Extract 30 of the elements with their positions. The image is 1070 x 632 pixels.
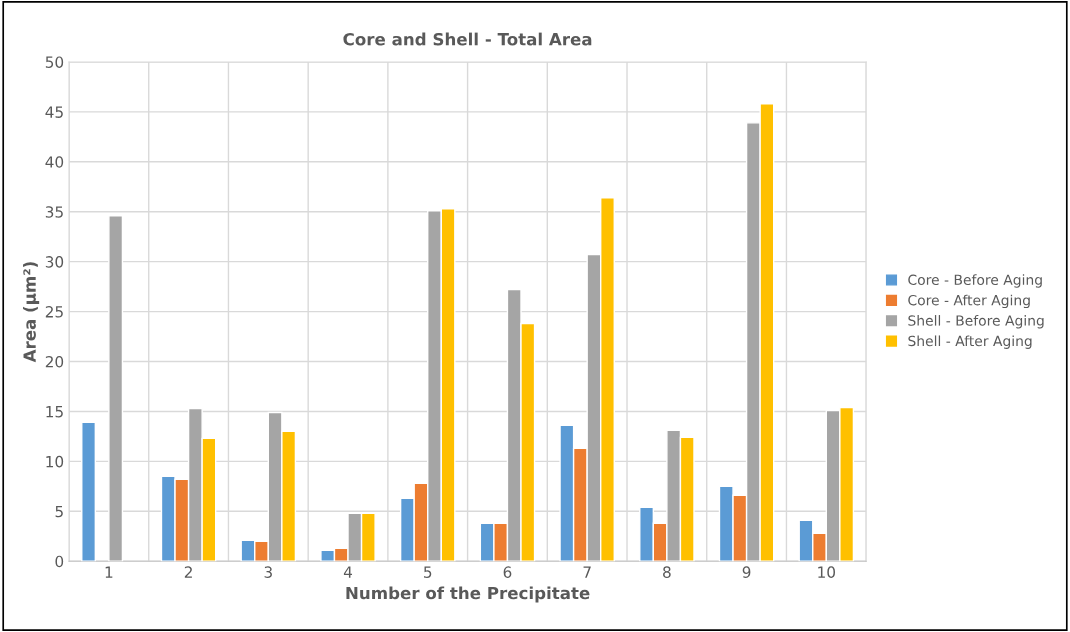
y-tick-label: 45 [45, 106, 63, 118]
legend-label: Shell - Before Aging [908, 315, 1044, 329]
x-tick-label: 9 [742, 566, 751, 578]
x-tick-label: 2 [184, 566, 192, 578]
x-tick-label: 10 [818, 566, 836, 578]
x-tick-label: 5 [424, 566, 432, 578]
x-axis-title: Number of the Precipitate [346, 586, 590, 603]
legend-label: Core - After Aging [908, 294, 1030, 309]
bar [108, 215, 124, 562]
y-axis-title: Area (µm²) [23, 262, 40, 363]
y-tick-label: 35 [45, 206, 63, 218]
y-tick-label: 50 [45, 56, 64, 68]
chart-title: Core and Shell - Total Area [343, 32, 592, 46]
x-tick-label: 8 [663, 566, 671, 578]
legend-label: Shell - After Aging [908, 335, 1032, 349]
x-tick-label: 3 [264, 566, 272, 578]
x-tick-label: 6 [503, 566, 512, 578]
x-tick-label: 7 [583, 566, 591, 578]
legend-label: Core - Before Aging [908, 274, 1042, 288]
x-tick-label: 4 [343, 566, 353, 578]
y-tick-label: 20 [45, 355, 64, 368]
y-tick-label: 15 [46, 406, 63, 418]
bar [81, 421, 97, 562]
y-tick-label: 40 [45, 156, 64, 168]
y-tick-label: 25 [45, 306, 63, 318]
y-tick-label: 30 [45, 256, 64, 268]
y-tick-label: 5 [55, 505, 63, 518]
x-tick-label: 1 [105, 566, 113, 578]
y-tick-label: 10 [46, 455, 64, 468]
y-tick-label: 0 [55, 555, 64, 568]
